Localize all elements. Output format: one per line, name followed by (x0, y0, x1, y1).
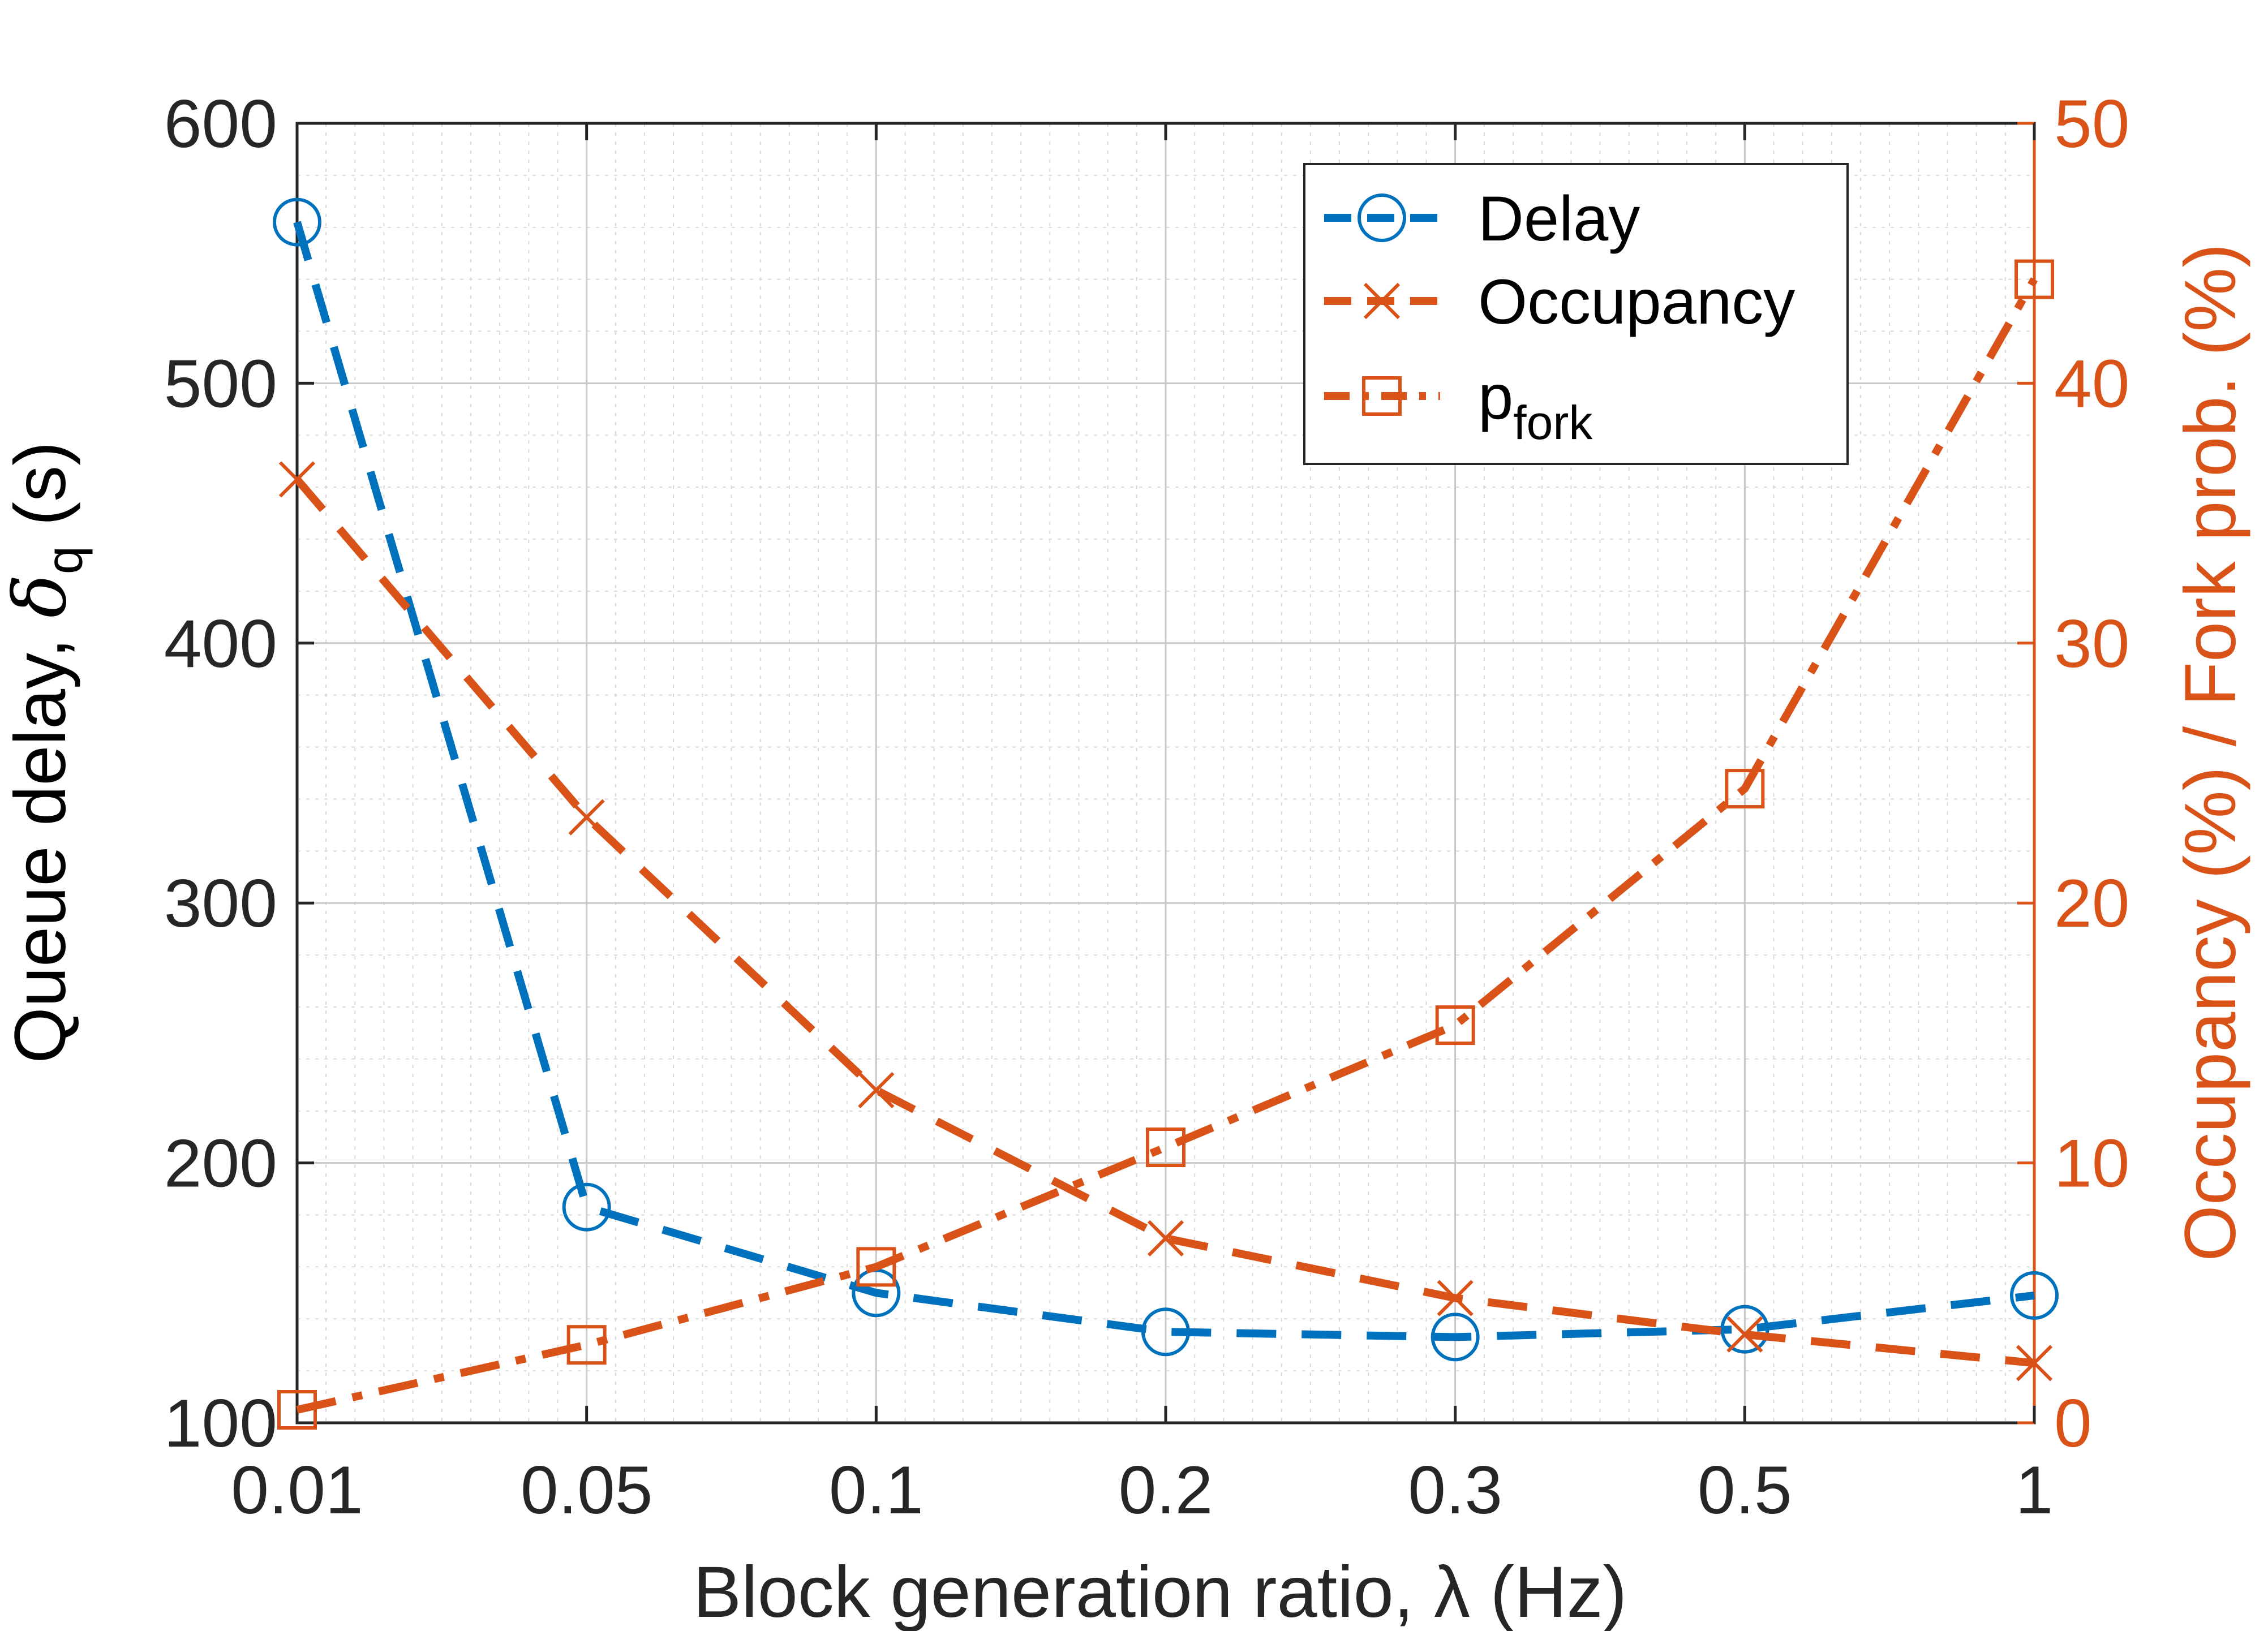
data-point-occupancy (568, 799, 605, 836)
series-occupancy (278, 461, 2053, 1382)
data-point-occupancy-stroke (568, 799, 605, 836)
x-tick-label: 1 (2016, 1452, 2054, 1528)
left-tick-label: 500 (164, 346, 277, 421)
data-point-occupancy-stroke (1147, 1220, 1184, 1256)
legend-label-subscript: fork (1513, 396, 1593, 449)
data-point-occupancy-stroke (1726, 1316, 1763, 1353)
data-point-occupancy-stroke (278, 461, 316, 498)
left-axis-title: Queue delay, δq (s) (0, 441, 93, 1063)
data-point-delay (2010, 1271, 2059, 1320)
data-point-delay (1141, 1307, 1190, 1357)
data-point-occupancy (1147, 1220, 1184, 1256)
right-tick-label: 30 (2054, 606, 2129, 682)
data-point-occupancy-stroke (1437, 1280, 1474, 1316)
legend-swatch-marker-stroke (1363, 282, 1401, 320)
x-tick-label: 0.1 (829, 1452, 923, 1528)
legend-item-occupancy: Occupancy (1324, 266, 1795, 337)
right-tick-label: 10 (2054, 1126, 2129, 1202)
right-axis-ticks: 0 10 20 30 40 50 (2017, 86, 2129, 1461)
legend-label: Delay (1478, 183, 1640, 254)
left-tick-label: 100 (164, 1385, 277, 1461)
x-tick-label: 0.05 (521, 1452, 653, 1528)
data-point-delay (562, 1182, 611, 1232)
x-axis-title: Block generation ratio, λ (Hz) (693, 1552, 1627, 1631)
left-axis-ticks: 100 200 300 400 500 600 (164, 86, 314, 1461)
left-tick-label: 300 (164, 866, 277, 941)
left-tick-label: 600 (164, 86, 277, 162)
series-pfork (277, 259, 2054, 1430)
right-tick-label: 40 (2054, 346, 2129, 421)
data-point-pfork (1435, 1005, 1475, 1045)
x-tick-label: 0.01 (231, 1452, 363, 1528)
data-point-delay (1720, 1305, 1769, 1354)
data-point-occupancy-stroke (2016, 1345, 2053, 1382)
data-point-occupancy (2016, 1345, 2053, 1382)
data-point-occupancy (1437, 1280, 1474, 1316)
right-axis-title: Occupancy (%) / Fork prob. (%) (2170, 243, 2251, 1262)
legend-swatch-marker (1358, 193, 1406, 242)
x-axis-ticks: 0.01 0.05 0.1 0.2 0.3 0.5 1 (231, 123, 2053, 1528)
data-point-pfork (566, 1325, 607, 1365)
series-layer (273, 197, 2059, 1430)
data-point-pfork (1146, 1128, 1185, 1168)
data-point-occupancy (1726, 1316, 1763, 1353)
left-tick-label: 200 (164, 1126, 277, 1202)
legend-item-delay: Delay (1324, 183, 1640, 254)
right-tick-label: 50 (2054, 86, 2129, 162)
legend-swatch-marker (1362, 376, 1402, 416)
data-point-pfork (856, 1247, 896, 1287)
right-tick-label: 0 (2054, 1385, 2092, 1461)
x-tick-label: 0.3 (1408, 1452, 1502, 1528)
legend-swatch-marker (1363, 282, 1401, 320)
series-line-pfork (296, 277, 2038, 1414)
data-point-delay (1431, 1312, 1480, 1362)
left-tick-label: 400 (164, 606, 277, 682)
right-tick-label: 20 (2054, 866, 2129, 941)
legend-label: Occupancy (1478, 266, 1795, 337)
data-point-pfork (277, 1390, 317, 1430)
data-point-pfork (2014, 259, 2054, 299)
x-tick-label: 0.2 (1119, 1452, 1213, 1528)
data-point-occupancy-stroke (858, 1071, 895, 1109)
x-tick-label: 0.5 (1698, 1452, 1792, 1528)
data-point-delay (273, 197, 321, 247)
data-point-occupancy (858, 1071, 895, 1109)
data-point-occupancy (278, 461, 316, 498)
data-point-pfork (1725, 769, 1765, 809)
